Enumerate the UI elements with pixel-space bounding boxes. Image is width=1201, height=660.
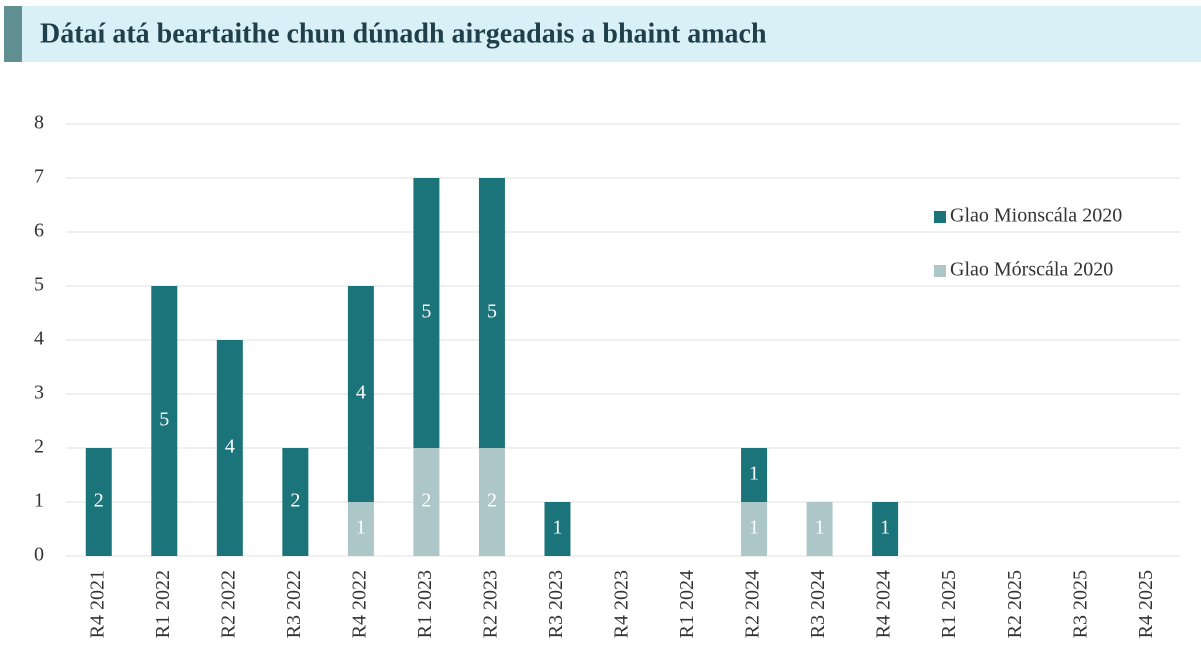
bar-segment (151, 286, 178, 556)
chart-title: Dátaí atá beartaithe chun dúnadh airgead… (40, 18, 767, 49)
x-tick-label: R3 2023 (545, 570, 567, 638)
x-tick-label: R1 2023 (414, 570, 436, 638)
data-label: 1 (749, 463, 759, 485)
x-tick-label: R2 2025 (1004, 570, 1026, 638)
bar-segment (282, 448, 309, 556)
y-tick-label: 5 (34, 274, 44, 296)
data-label: 1 (552, 517, 562, 539)
y-tick-label: 2 (34, 436, 44, 458)
x-tick-label: R4 2021 (86, 570, 108, 638)
data-label: 1 (749, 517, 759, 539)
bar-segment (413, 178, 440, 448)
x-tick-label: R2 2023 (480, 570, 502, 638)
bar-segment (413, 448, 440, 556)
data-label: 2 (487, 490, 497, 512)
title-bar (4, 6, 1201, 62)
x-tick-label: R4 2024 (873, 570, 895, 638)
x-tick-label: R2 2024 (742, 570, 764, 638)
x-tick-label: R2 2022 (217, 570, 239, 638)
x-tick-label: R1 2022 (152, 570, 174, 638)
y-tick-label: 0 (34, 544, 44, 566)
y-tick-label: 8 (34, 112, 44, 134)
data-label: 5 (421, 301, 431, 323)
legend-label: Glao Mórscála 2020 (950, 259, 1113, 281)
y-tick-label: 4 (34, 328, 44, 350)
x-tick-label: R4 2022 (348, 570, 370, 638)
y-tick-label: 7 (34, 166, 44, 188)
y-tick-label: 6 (34, 220, 44, 242)
y-tick-label: 3 (34, 382, 44, 404)
legend-label: Glao Mionscála 2020 (950, 205, 1122, 227)
data-label: 2 (421, 490, 431, 512)
bar-segment (741, 448, 768, 502)
x-tick-label: R1 2024 (676, 570, 698, 638)
bar-segment (741, 502, 768, 556)
data-label: 1 (880, 517, 890, 539)
data-label: 1 (356, 517, 366, 539)
bar-segment (85, 448, 112, 556)
data-label: 5 (159, 409, 169, 431)
y-tick-label: 1 (34, 490, 44, 512)
bar-segment (872, 502, 899, 556)
x-tick-label: R4 2023 (611, 570, 633, 638)
x-tick-label: R4 2025 (1135, 570, 1157, 638)
data-label: 5 (487, 301, 497, 323)
data-label: 2 (94, 490, 104, 512)
title-accent (4, 6, 22, 62)
data-label: 1 (815, 517, 825, 539)
x-tick-label: R3 2025 (1069, 570, 1091, 638)
bar-segment (806, 502, 833, 556)
x-tick-label: R1 2025 (938, 570, 960, 638)
x-tick-label: R3 2024 (807, 570, 829, 638)
legend-swatch (934, 211, 946, 223)
data-label: 2 (290, 490, 300, 512)
bar-segment (544, 502, 571, 556)
data-label: 4 (356, 382, 366, 404)
bar-segment (478, 178, 505, 448)
x-tick-label: R3 2022 (283, 570, 305, 638)
data-label: 4 (225, 436, 235, 458)
legend-swatch (934, 265, 946, 277)
bar-segment (216, 340, 243, 556)
bar-segment (478, 448, 505, 556)
bar-segment (347, 502, 374, 556)
bar-segment (347, 286, 374, 502)
